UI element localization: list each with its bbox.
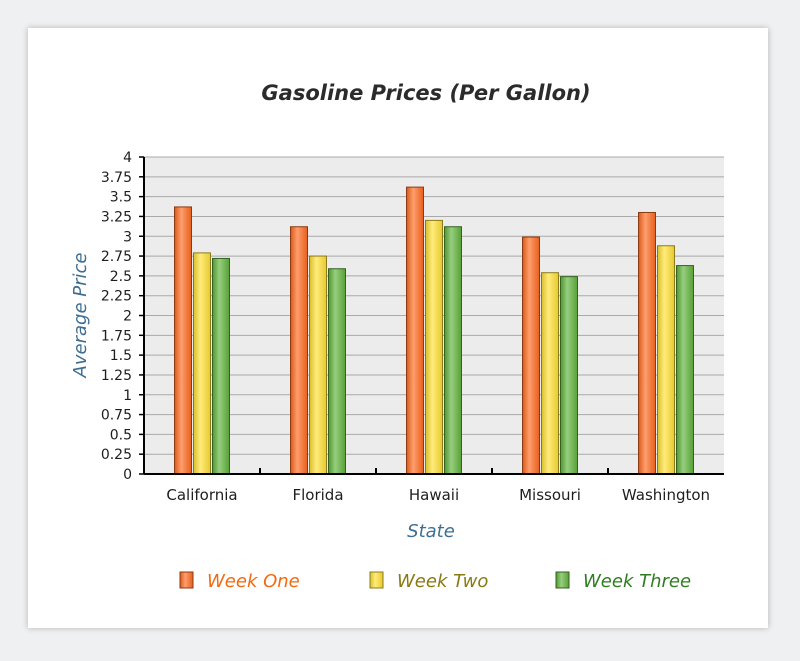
- x-tick-label: Washington: [622, 486, 710, 504]
- bar: [425, 219, 443, 475]
- y-axis-title: Average Price: [70, 253, 91, 379]
- bar: [193, 252, 211, 475]
- chart-title: Gasoline Prices (Per Gallon): [261, 81, 590, 105]
- y-tick-label: 3.25: [101, 209, 132, 225]
- y-tick-label: 3.75: [101, 170, 132, 186]
- x-tick-labels: California Florida Hawaii Missouri Washingto…: [166, 468, 710, 504]
- y-tick-label: 4: [123, 150, 132, 166]
- y-tick-label: 2.25: [101, 289, 132, 305]
- bar: [522, 236, 540, 475]
- bar: [657, 245, 675, 475]
- y-tick-label: 0.5: [110, 427, 132, 443]
- bar: [638, 211, 656, 475]
- x-tick-label: Hawaii: [409, 486, 459, 504]
- legend-swatch: [179, 571, 194, 589]
- bar: [560, 276, 578, 475]
- bar: [174, 206, 192, 475]
- bar: [676, 265, 694, 475]
- bar: [309, 255, 327, 475]
- bar: [328, 268, 346, 475]
- legend-item: Week Three: [555, 571, 691, 592]
- y-tick-label: 1.5: [110, 348, 132, 364]
- y-tick-label: 0.25: [101, 447, 132, 463]
- y-tick-label: 2.75: [101, 249, 132, 265]
- bars: [174, 186, 694, 475]
- bar: [541, 272, 559, 475]
- bar: [212, 257, 230, 475]
- chart: 0 0.25 0.5 0.75 1 1.25 1.5 1.75 2 2.25 2.5 2.75 3 3.2…: [70, 81, 724, 592]
- y-tick-labels: 0 0.25 0.5 0.75 1 1.25 1.5 1.75 2 2.25 2.5 2.75 3 3.2…: [101, 150, 144, 483]
- chart-card: 0 0.25 0.5 0.75 1 1.25 1.5 1.75 2 2.25 2.5 2.75 3 3.2…: [28, 28, 768, 628]
- x-tick-label: California: [166, 486, 237, 504]
- x-tick-label: Missouri: [519, 486, 581, 504]
- legend: Week One Week Two Week Three: [179, 571, 691, 592]
- y-tick-label: 0: [123, 467, 132, 483]
- x-axis-title: State: [407, 521, 455, 542]
- x-tick-label: Florida: [292, 486, 343, 504]
- legend-label: Week Two: [397, 571, 488, 592]
- y-tick-label: 0.75: [101, 408, 132, 424]
- bar: [444, 226, 462, 475]
- legend-label: Week One: [207, 571, 300, 592]
- y-tick-label: 1: [123, 388, 132, 404]
- y-tick-label: 1.75: [101, 328, 132, 344]
- y-tick-label: 3.5: [110, 190, 132, 206]
- legend-swatch: [555, 571, 570, 589]
- legend-item: Week One: [179, 571, 300, 592]
- legend-label: Week Three: [583, 571, 691, 592]
- y-tick-label: 1.25: [101, 368, 132, 384]
- legend-item: Week Two: [369, 571, 488, 592]
- bar: [406, 186, 424, 475]
- y-tick-label: 2: [123, 309, 132, 325]
- bar: [290, 226, 308, 475]
- legend-swatch: [369, 571, 384, 589]
- y-tick-label: 3: [123, 229, 132, 245]
- y-tick-label: 2.5: [110, 269, 132, 285]
